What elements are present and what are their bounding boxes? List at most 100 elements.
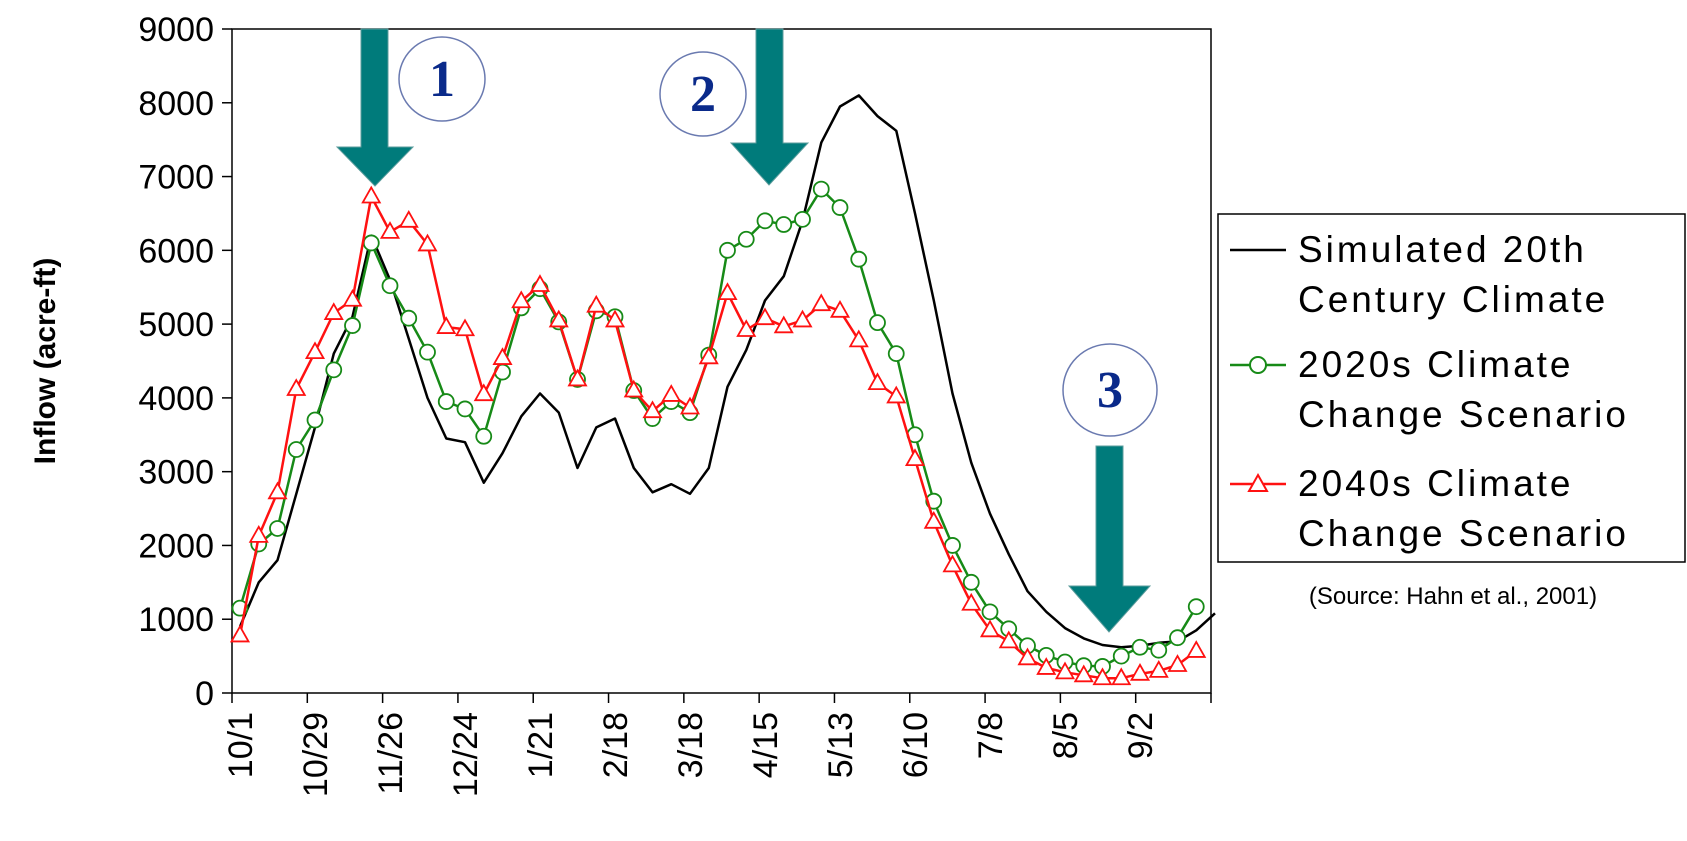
legend-label-simulated-line1: Simulated 20th <box>1298 229 1587 270</box>
callout-circle-2 <box>659 51 747 137</box>
series-2-point-26 <box>717 282 738 301</box>
series-2-point-13 <box>473 383 494 402</box>
series-2-point-22 <box>642 400 663 419</box>
series-1-point-4 <box>306 411 324 429</box>
series-2-point-36 <box>904 448 926 467</box>
x-tick-label-5: 2/18 <box>597 712 635 778</box>
series-1-point-51 <box>1187 598 1205 616</box>
series-2-point-21 <box>623 379 644 398</box>
legend-entry-simulated: Simulated 20th Century Climate <box>1230 229 1605 320</box>
series-1-point-50 <box>1169 629 1186 647</box>
x-tick-label-3: 12/24 <box>447 712 485 797</box>
series-2-point-2 <box>267 481 288 500</box>
annotation-2: 2 <box>659 28 810 186</box>
series-2 <box>229 185 1207 686</box>
series-2-point-47 <box>1111 667 1132 686</box>
annotation-3: 3 <box>1062 343 1158 633</box>
plot-area <box>231 28 1212 694</box>
series-2-point-0 <box>229 624 251 643</box>
series-2-point-16 <box>529 274 551 292</box>
series-1-point-27 <box>737 230 755 248</box>
x-tick-label-10: 7/8 <box>972 712 1010 759</box>
y-tick-label-8: 8000 <box>138 85 214 123</box>
x-tick-label-11: 8/5 <box>1047 712 1085 759</box>
source-note: (Source: Hahn et al., 2001) <box>1309 583 1597 610</box>
series-2-point-43 <box>1036 657 1057 675</box>
series-2-point-23 <box>661 384 682 402</box>
series-2-point-35 <box>886 385 907 404</box>
callout-circle-1 <box>398 36 486 122</box>
legend-label-2020s-line2: Change Scenario <box>1298 394 1629 435</box>
series-1-point-11 <box>437 393 455 410</box>
series-2-point-33 <box>848 329 869 348</box>
series-2-point-50 <box>1167 654 1188 672</box>
series-1-point-3 <box>287 441 305 458</box>
y-axis-title: Inflow (acre-ft) <box>29 258 62 465</box>
down-arrow-2 <box>729 28 810 186</box>
series-2-point-41 <box>998 630 1019 649</box>
series-2-point-24 <box>679 396 701 415</box>
series-1-point-30 <box>794 210 811 228</box>
series-2-point-45 <box>1073 664 1094 683</box>
series-2-point-10 <box>417 233 438 252</box>
callout-label-2: 2 <box>690 66 716 123</box>
series-2-point-28 <box>754 307 776 326</box>
down-arrow-3 <box>1067 445 1152 633</box>
series-2-point-11 <box>436 316 457 334</box>
series-2-point-15 <box>511 290 532 309</box>
series-1-point-34 <box>869 314 886 332</box>
series-1-point-48 <box>1131 638 1149 656</box>
y-tick-label-5: 5000 <box>138 306 214 344</box>
series-2-point-27 <box>736 319 757 337</box>
callout-circle-3 <box>1062 343 1158 437</box>
series-1-point-13 <box>475 427 493 445</box>
legend-marker-2040s <box>1247 472 1269 492</box>
series-2-point-25 <box>698 346 719 365</box>
series-2-point-38 <box>942 554 963 573</box>
y-tick-label-6: 6000 <box>138 232 214 270</box>
legend-box <box>1217 213 1686 563</box>
series-1-point-32 <box>831 199 849 216</box>
series-2-point-42 <box>1017 647 1038 666</box>
x-tick-label-7: 4/15 <box>747 712 785 778</box>
legend-label-2040s-line1: 2040s Climate <box>1298 463 1574 504</box>
y-axis: 0 1000 2000 3000 4000 5000 6000 7000 8000 9000 <box>138 11 232 713</box>
series-2-point-19 <box>586 294 607 313</box>
series-2-point-40 <box>979 619 1001 638</box>
series-2-point-12 <box>454 318 476 337</box>
series-2-point-3 <box>286 378 307 396</box>
series-1-point-8 <box>381 277 399 295</box>
x-tick-label-2: 11/26 <box>372 712 410 795</box>
series-1-point-35 <box>887 345 905 363</box>
x-tick-label-6: 3/18 <box>672 712 710 778</box>
series-2-point-18 <box>567 368 588 387</box>
series-1-point-9 <box>400 309 418 327</box>
series-1-point-6 <box>344 317 361 334</box>
x-tick-label-1: 10/29 <box>297 712 335 797</box>
x-tick-label-8: 5/13 <box>822 712 860 778</box>
series-2-point-46 <box>1092 667 1113 686</box>
series-2-point-48 <box>1129 662 1151 681</box>
series-2-point-49 <box>1148 660 1169 678</box>
series-2-point-5 <box>323 302 344 320</box>
series-layer <box>229 94 1216 686</box>
series-2-point-7 <box>361 185 382 204</box>
callout-label-3: 3 <box>1097 362 1123 419</box>
y-tick-label-9: 9000 <box>138 11 214 49</box>
x-tick-label-4: 1/21 <box>522 712 560 778</box>
series-1-point-28 <box>756 212 774 230</box>
series-2-point-39 <box>961 592 982 611</box>
series-2-point-30 <box>792 309 813 328</box>
series-1-point-47 <box>1112 647 1130 665</box>
legend-marker-2020s <box>1249 356 1267 374</box>
series-2-point-17 <box>548 309 569 328</box>
series-1-point-39 <box>962 573 980 591</box>
legend: Simulated 20th Century Climate 2020s Cli… <box>1217 213 1686 563</box>
series-1-point-29 <box>775 216 793 233</box>
series-2-point-1 <box>248 525 269 543</box>
series-1-point-12 <box>456 400 474 418</box>
legend-label-2020s-line1: 2020s Climate <box>1298 344 1574 385</box>
series-2-point-31 <box>811 293 832 312</box>
series-1-point-5 <box>325 361 343 379</box>
